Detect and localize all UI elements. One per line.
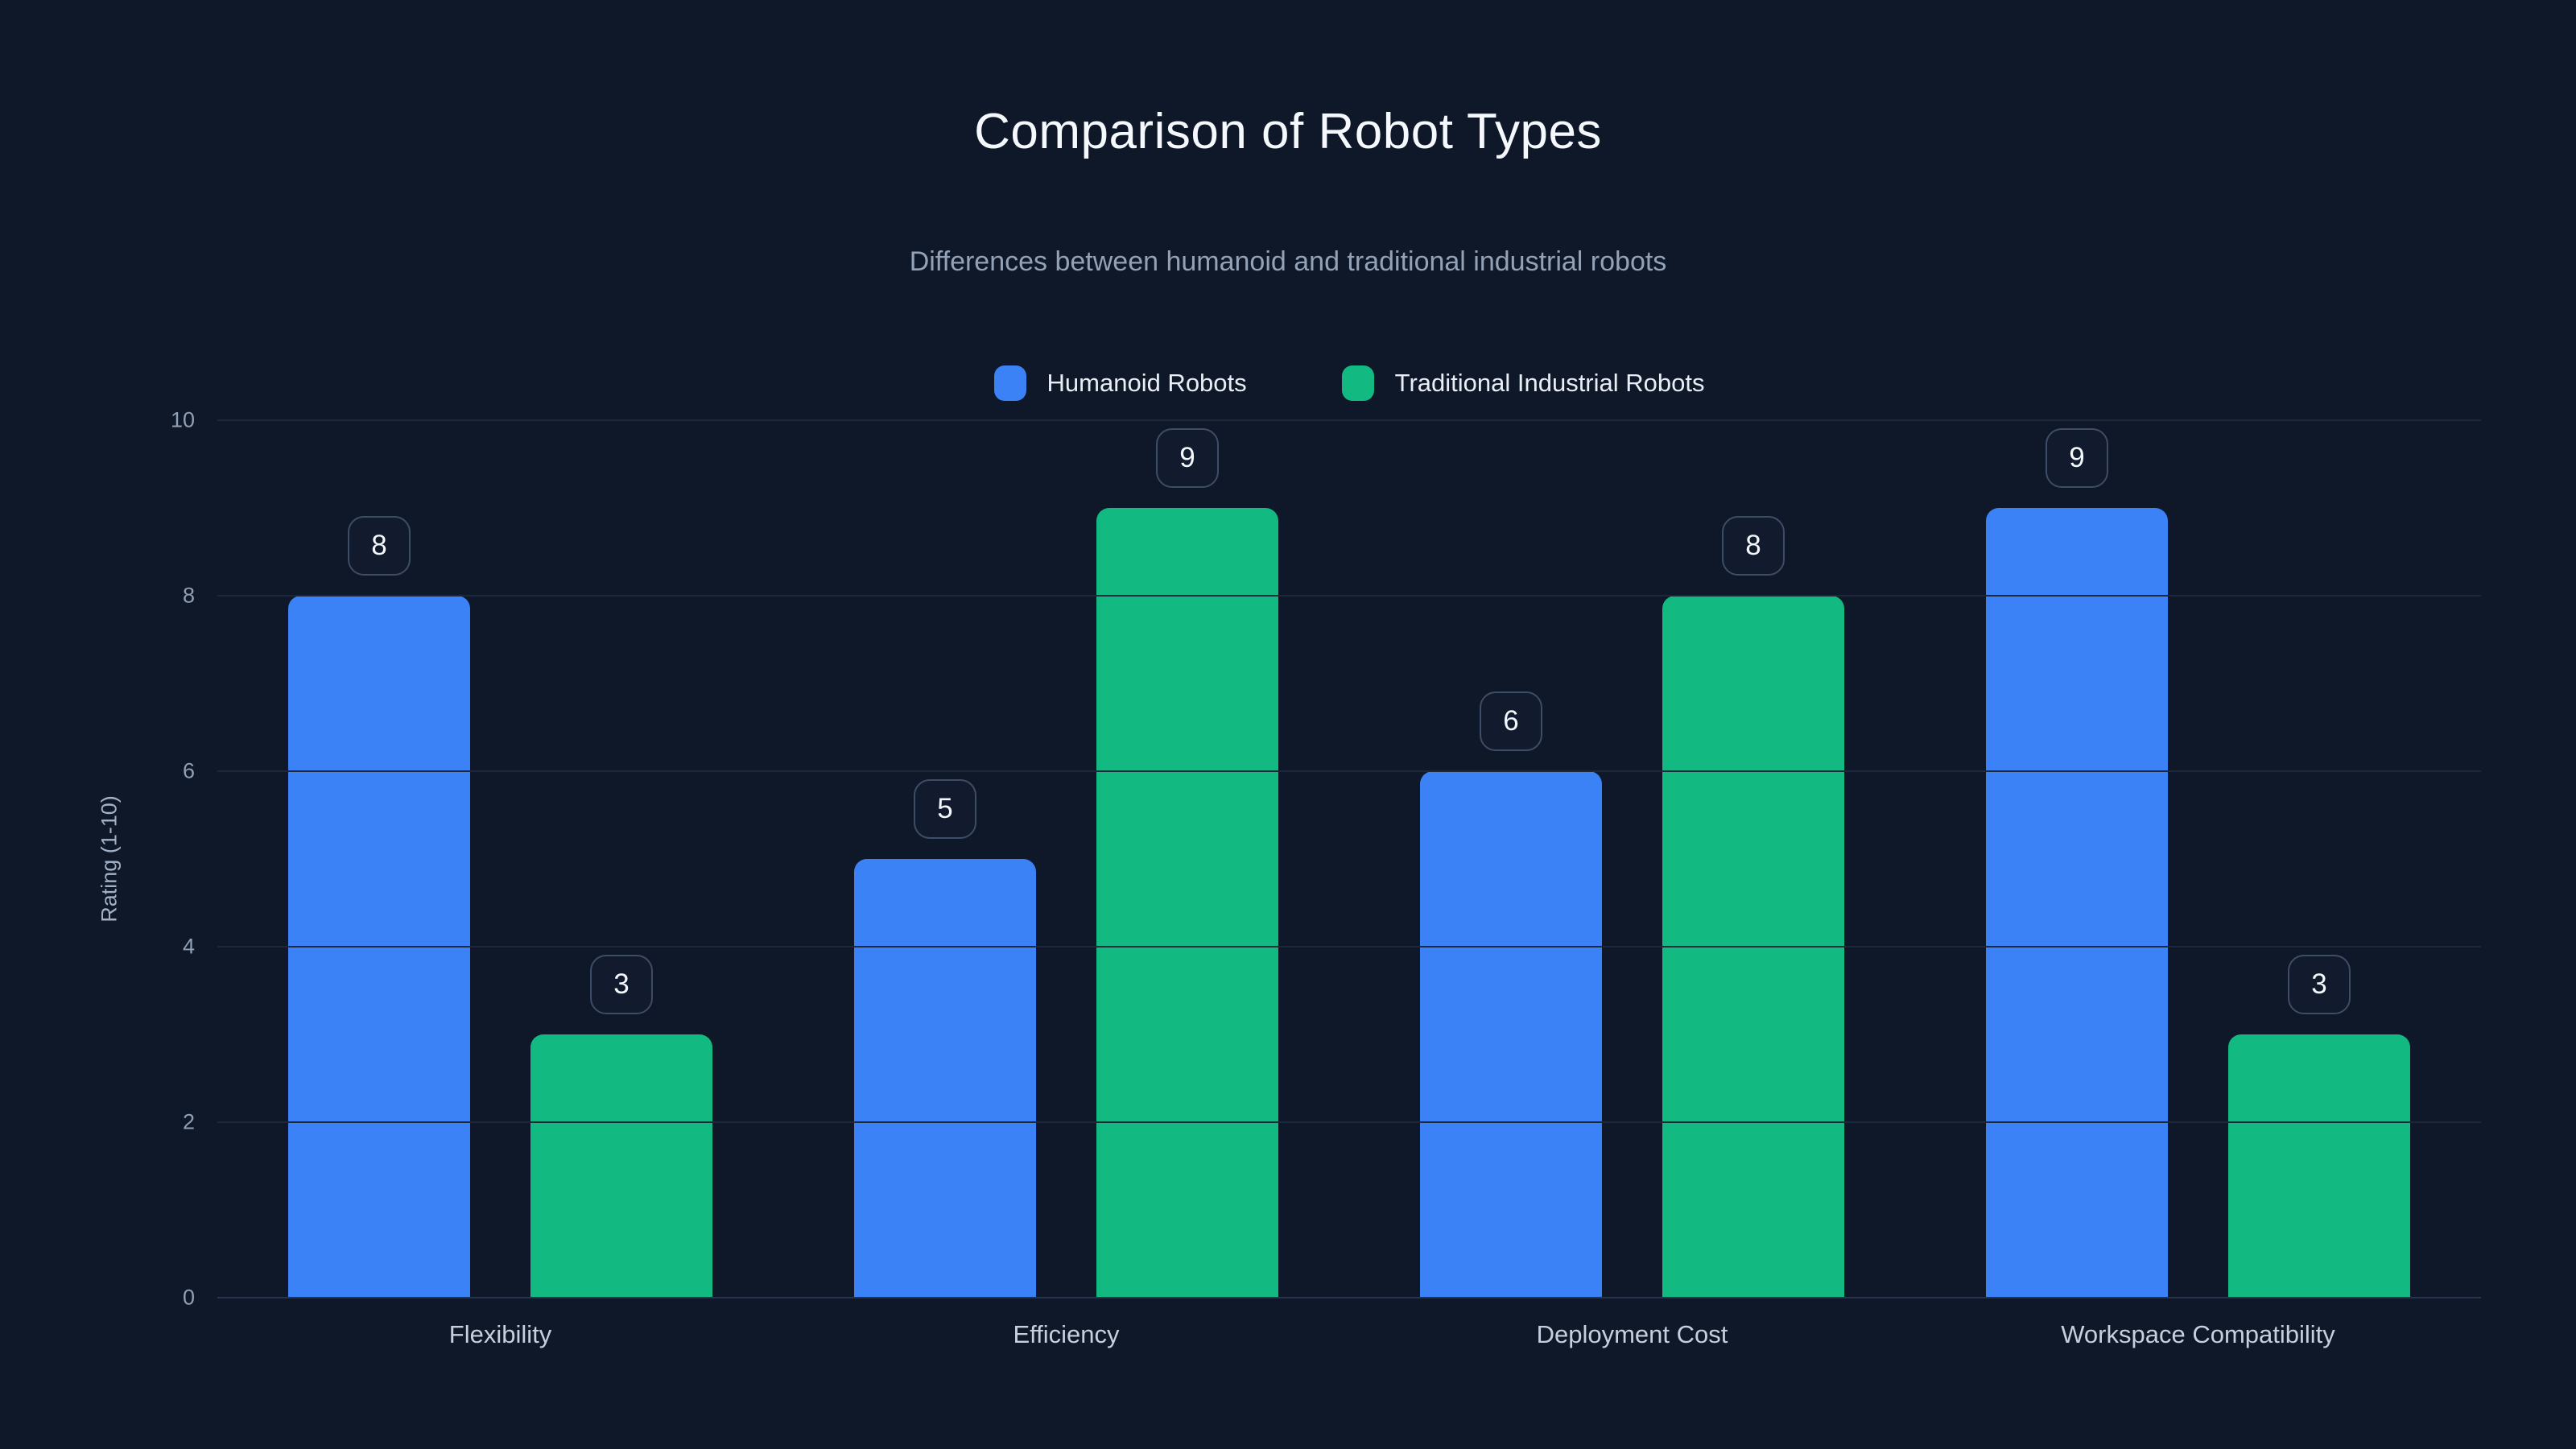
- bar-humanoid-robots-deployment-cost[interactable]: 6: [1420, 691, 1602, 1298]
- gridline: [217, 595, 2481, 597]
- gridline: [217, 946, 2481, 947]
- legend-swatch-humanoid-robots: [993, 365, 1026, 401]
- category-band-efficiency: 5 9 Efficiency: [783, 420, 1349, 1348]
- value-label-badge: 5: [914, 779, 976, 839]
- value-label: 5: [937, 793, 953, 824]
- gridline: [217, 770, 2481, 772]
- legend-label: Traditional Industrial Robots: [1394, 369, 1705, 397]
- gridline: [217, 419, 2481, 421]
- y-tick-label: 2: [182, 1109, 195, 1134]
- x-axis-label-efficiency: Efficiency: [1013, 1320, 1120, 1348]
- x-axis-label-deployment-cost: Deployment Cost: [1536, 1320, 1728, 1348]
- category-band-workspace-compatibility: 9 3 Workspace Compatibility: [1915, 420, 2481, 1348]
- value-label: 8: [1745, 530, 1761, 561]
- legend-item-humanoid-robots[interactable]: Humanoid Robots: [993, 365, 1247, 401]
- legend-swatch-traditional-industrial-robots: [1341, 365, 1374, 401]
- chart-title: Comparison of Robot Types: [974, 104, 1602, 159]
- bar-humanoid-robots-efficiency[interactable]: 5: [854, 779, 1036, 1298]
- legend-label: Humanoid Robots: [1046, 369, 1247, 397]
- y-tick-label: 4: [182, 934, 195, 959]
- x-axis-label-flexibility: Flexibility: [448, 1320, 552, 1348]
- legend: Humanoid Robots Traditional Industrial Ro…: [217, 359, 2481, 407]
- value-label-badge: 9: [1156, 428, 1219, 488]
- value-label: 3: [613, 968, 630, 1000]
- value-label: 6: [1503, 705, 1519, 737]
- legend-item-traditional-industrial-robots[interactable]: Traditional Industrial Robots: [1341, 365, 1705, 401]
- y-tick-label: 10: [170, 407, 195, 432]
- value-label-badge: 6: [1480, 691, 1542, 751]
- bar-traditional-industrial-robots-flexibility[interactable]: 3: [530, 955, 712, 1298]
- bar-traditional-industrial-robots-efficiency[interactable]: 9: [1096, 428, 1278, 1298]
- y-tick-label: 0: [182, 1285, 195, 1310]
- value-label-badge: 8: [348, 516, 411, 576]
- value-label: 9: [2069, 442, 2085, 473]
- bar-traditional-industrial-robots-workspace-compatibility[interactable]: 3: [2228, 955, 2410, 1298]
- category-band-flexibility: 8 3 Flexibility: [217, 420, 783, 1348]
- value-label-badge: 3: [590, 955, 653, 1014]
- x-axis-baseline: [217, 1297, 2481, 1298]
- y-tick-label: 6: [182, 758, 195, 783]
- value-label-badge: 9: [2046, 428, 2108, 488]
- plot-area: Rating (1-10) 8 3 Flexibility 5 9 Efficiency 6…: [97, 409, 2481, 1348]
- bar-humanoid-robots-workspace-compatibility[interactable]: 9: [1986, 428, 2168, 1298]
- y-tick-label: 8: [182, 583, 195, 608]
- value-label: 3: [2311, 968, 2327, 1000]
- value-label: 8: [371, 530, 387, 561]
- category-band-deployment-cost: 6 8 Deployment Cost: [1349, 420, 1915, 1348]
- y-axis-title: Rating (1-10): [97, 795, 122, 923]
- x-axis-label-workspace-compatibility: Workspace Compatibility: [2061, 1320, 2335, 1348]
- value-label-badge: 8: [1722, 516, 1785, 576]
- chart-subtitle: Differences between humanoid and traditi…: [909, 246, 1667, 277]
- value-label-badge: 3: [2288, 955, 2351, 1014]
- value-label: 9: [1179, 442, 1195, 473]
- gridline: [217, 1121, 2481, 1123]
- category-bands: 8 3 Flexibility 5 9 Efficiency 6 8 Deployment Co…: [217, 420, 2481, 1348]
